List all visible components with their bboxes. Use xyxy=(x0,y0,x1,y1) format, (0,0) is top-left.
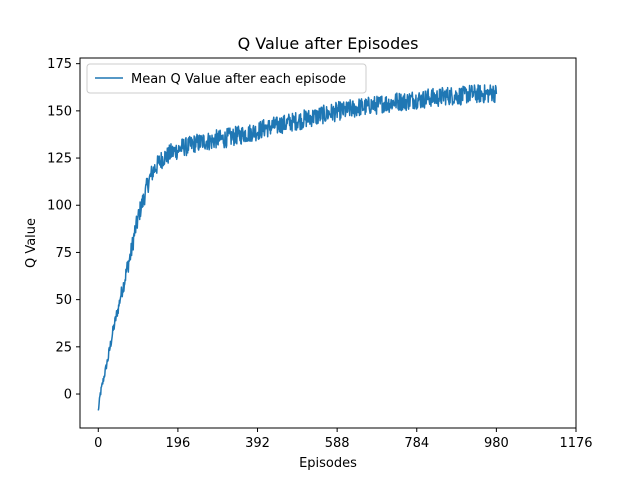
x-axis-ticks: 0 196 392 588 784 980 1176 xyxy=(94,428,593,451)
chart-title: Q Value after Episodes xyxy=(238,34,419,53)
series-line-mean-q-value xyxy=(97,84,498,411)
legend-box xyxy=(86,63,367,94)
y-axis-ticks: 0 25 50 75 100 125 150 175 xyxy=(47,57,80,403)
x-tick-label: 784 xyxy=(404,436,429,451)
y-tick-label: 100 xyxy=(47,199,72,214)
x-tick-label: 588 xyxy=(325,436,350,451)
y-tick-label: 50 xyxy=(55,293,72,308)
legend-entry-label: Mean Q Value after each episode xyxy=(131,72,346,87)
y-tick-label: 125 xyxy=(47,152,72,167)
x-tick-label: 0 xyxy=(94,436,102,451)
y-tick-label: 175 xyxy=(47,57,72,72)
y-tick-label: 75 xyxy=(55,246,72,261)
legend: Mean Q Value after each episode xyxy=(86,63,367,94)
y-axis-label: Q Value xyxy=(24,218,39,268)
x-tick-label: 1176 xyxy=(559,436,592,451)
plot-area xyxy=(97,84,498,411)
plot-border xyxy=(79,57,577,429)
y-tick-label: 25 xyxy=(55,340,72,355)
x-tick-label: 392 xyxy=(245,436,270,451)
x-axis-label: Episodes xyxy=(299,456,357,471)
x-tick-label: 196 xyxy=(165,436,190,451)
y-tick-label: 150 xyxy=(47,104,72,119)
x-tick-label: 980 xyxy=(484,436,509,451)
y-tick-label: 0 xyxy=(64,388,72,403)
